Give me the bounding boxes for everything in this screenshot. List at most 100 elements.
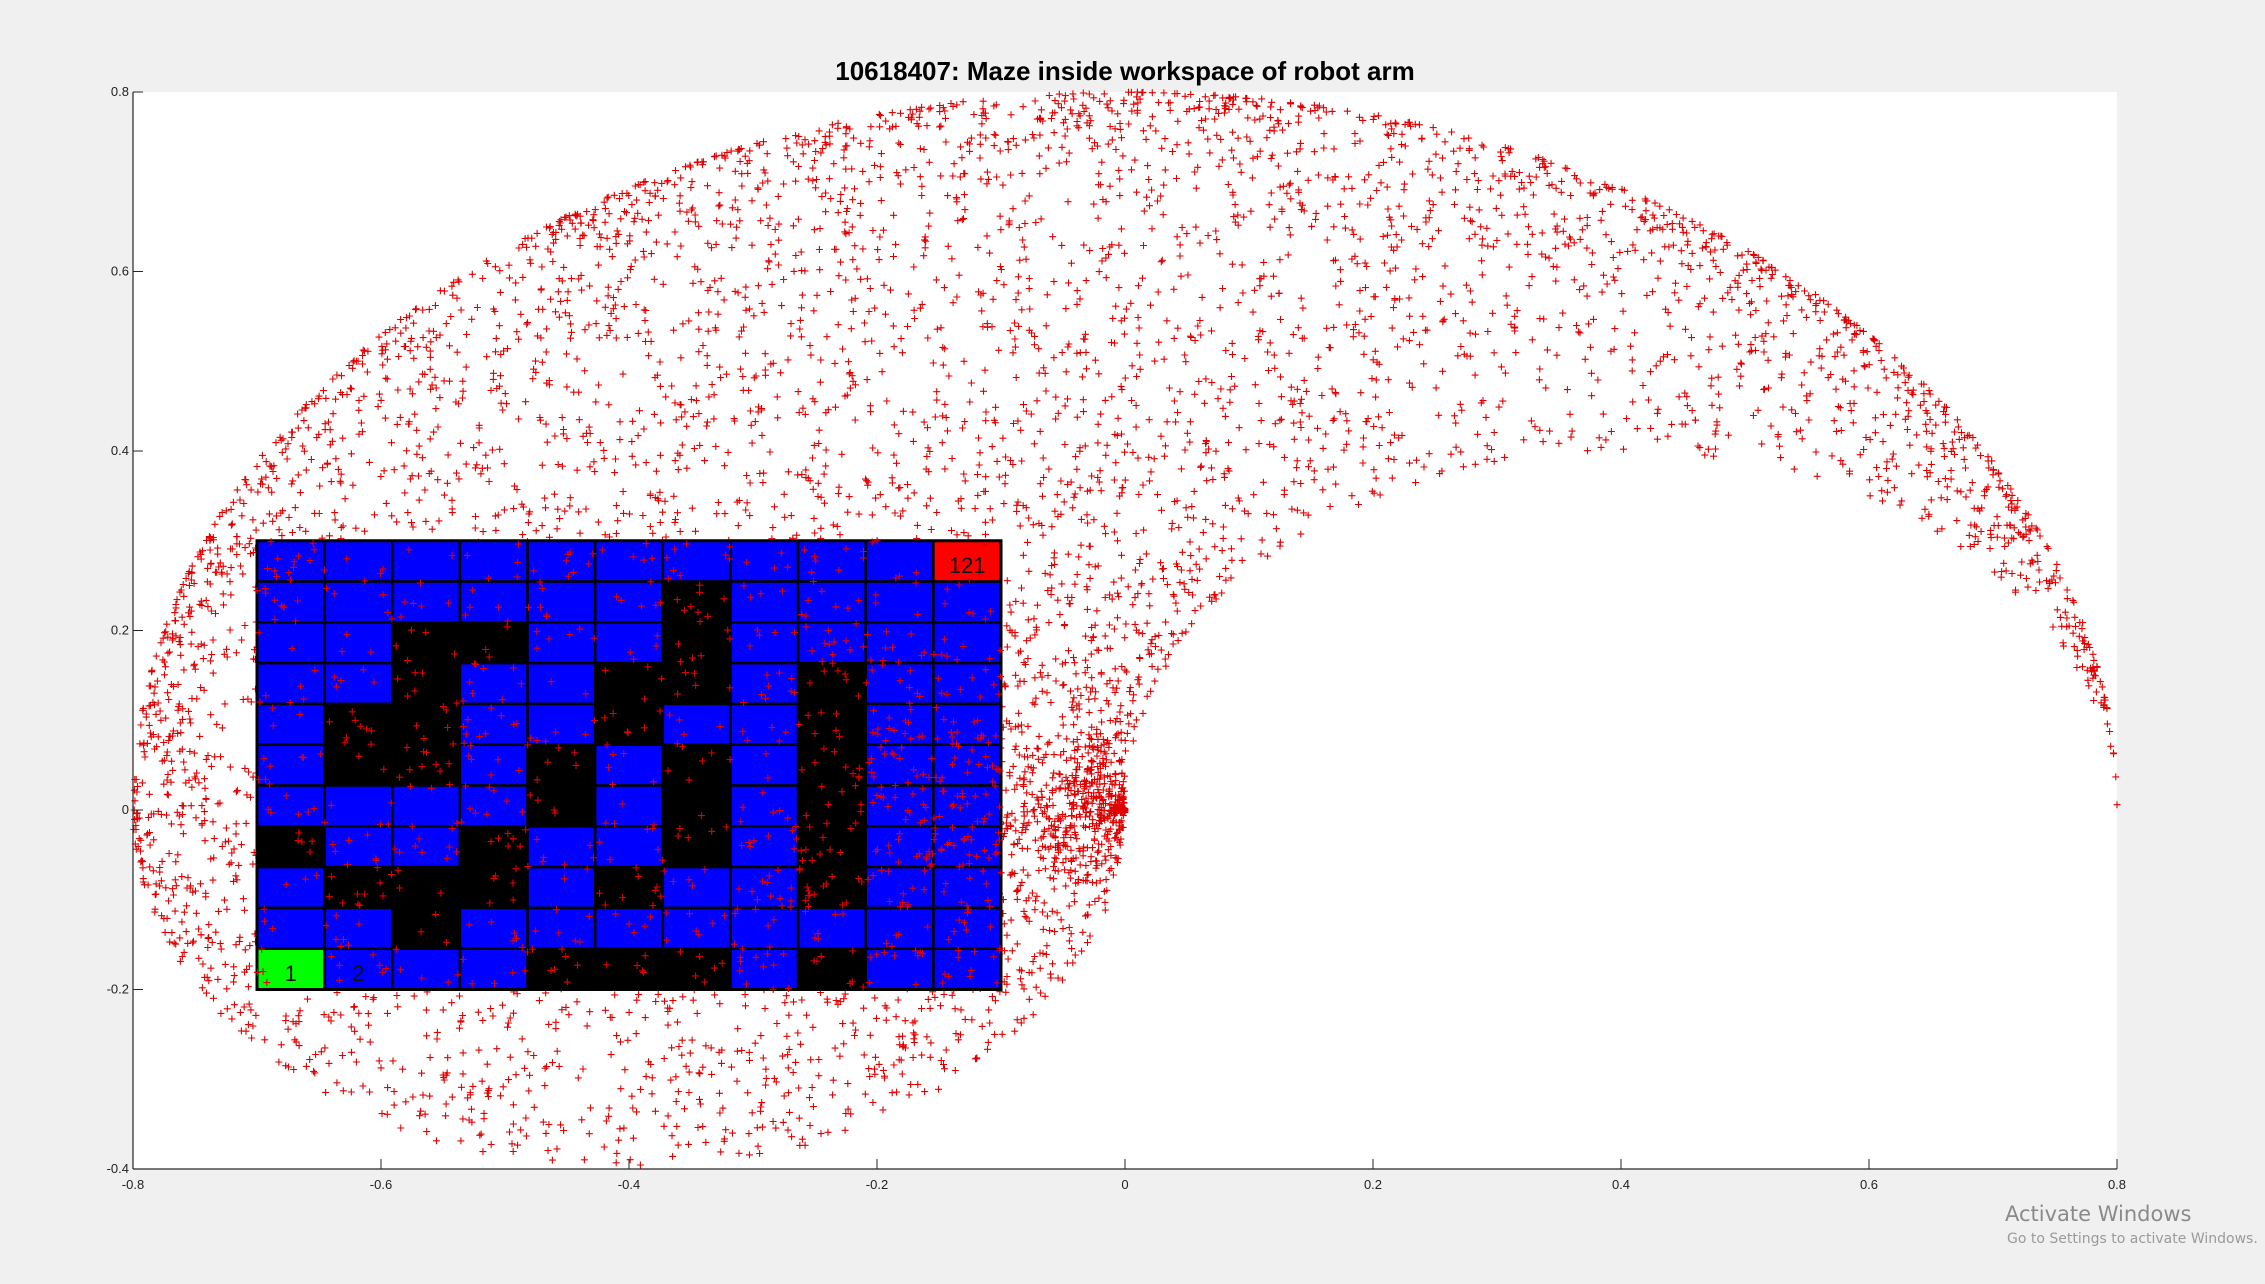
x-tick-label: 0.8 — [2108, 1177, 2126, 1192]
maze-cell — [932, 621, 1003, 665]
maze-cell — [526, 580, 597, 624]
maze-cell — [458, 580, 529, 624]
maze-cell — [526, 702, 597, 746]
y-tick-label: 0 — [122, 802, 129, 817]
maze-cell — [729, 743, 800, 787]
maze-cell — [526, 825, 597, 869]
maze-cell — [796, 702, 867, 746]
maze-cell — [661, 580, 732, 624]
maze-cell — [526, 784, 597, 828]
maze-cell — [526, 621, 597, 665]
x-tick-label: 0.4 — [1612, 1177, 1630, 1192]
maze-cell — [864, 621, 935, 665]
maze-cell — [932, 743, 1003, 787]
maze-cell — [932, 702, 1003, 746]
maze-cell — [323, 580, 394, 624]
maze-cell — [864, 906, 935, 950]
maze-cell — [729, 580, 800, 624]
maze-cell-label: 2 — [352, 961, 364, 986]
maze-cell — [323, 947, 394, 991]
y-tick-label: 0.2 — [111, 623, 129, 638]
maze-cell-label: 1 — [285, 961, 297, 986]
maze-cell — [526, 661, 597, 706]
maze-cell — [932, 580, 1003, 624]
maze-grid — [255, 539, 1003, 991]
maze-cell — [593, 702, 665, 746]
maze-cell — [796, 621, 867, 665]
maze-cell — [864, 743, 935, 787]
maze-cell — [932, 865, 1003, 910]
maze-cell — [323, 621, 394, 665]
maze-cell — [255, 621, 326, 665]
maze-cell — [932, 661, 1003, 706]
maze-cell — [796, 743, 867, 787]
maze-cell — [593, 539, 665, 583]
maze-cell — [458, 906, 529, 950]
maze-cell — [255, 906, 326, 950]
maze-cell — [323, 661, 394, 706]
maze-cell — [661, 784, 732, 828]
maze-cell — [526, 539, 597, 583]
maze-cell — [323, 825, 394, 869]
maze-cell — [255, 825, 326, 869]
maze-cell — [391, 702, 462, 746]
maze-cell — [526, 947, 597, 991]
maze-cell — [661, 865, 732, 910]
maze-cell — [458, 621, 529, 665]
maze-cell-label: 121 — [949, 553, 986, 578]
x-tick-label: 0 — [1121, 1177, 1128, 1192]
maze-cell — [593, 743, 665, 787]
x-tick-label: 0.6 — [1860, 1177, 1878, 1192]
maze-cell — [526, 906, 597, 950]
maze-cell — [391, 947, 462, 991]
maze-cell — [661, 825, 732, 869]
maze-cell — [796, 825, 867, 869]
maze-cell — [255, 702, 326, 746]
x-tick-label: -0.2 — [866, 1177, 888, 1192]
x-tick-label: 0.2 — [1364, 1177, 1382, 1192]
maze-cell — [593, 865, 665, 910]
maze-cell — [864, 947, 935, 991]
workspace-scatter-overlay — [253, 537, 1005, 993]
y-tick-label: 0.8 — [111, 84, 129, 99]
x-tick-label: -0.4 — [618, 1177, 640, 1192]
maze-cell — [729, 906, 800, 950]
maze-cell — [458, 743, 529, 787]
axes: -0.8 -0.6 -0.4 -0.2 0 0.2 0.4 0.6 0.8 -0.4 -0.2 0 0.… — [107, 84, 2126, 1192]
y-tick-label: 0.6 — [111, 264, 129, 279]
maze-cell — [661, 661, 732, 706]
maze-cell — [255, 865, 326, 910]
maze-cell — [593, 825, 665, 869]
maze-cell — [593, 906, 665, 950]
maze-border — [255, 539, 1003, 991]
maze-cell — [729, 621, 800, 665]
maze-cell — [729, 947, 800, 991]
maze-cell — [255, 580, 326, 624]
maze-cell — [661, 947, 732, 991]
maze-cell — [323, 743, 394, 787]
y-tick-label: 0.4 — [111, 443, 129, 458]
maze-cell — [864, 865, 935, 910]
y-tick-label: -0.4 — [107, 1161, 129, 1176]
x-tick-label: -0.8 — [122, 1177, 144, 1192]
maze-cell — [593, 580, 665, 624]
y-tick-label: -0.2 — [107, 982, 129, 997]
maze-cell — [593, 947, 665, 991]
activate-windows-subtitle: Go to Settings to activate Windows. — [2007, 1231, 2258, 1247]
maze-cell — [458, 702, 529, 746]
maze-cell — [796, 947, 867, 991]
maze-cell — [391, 784, 462, 828]
maze-cell — [323, 702, 394, 746]
maze-cell — [458, 865, 529, 910]
maze-cell — [932, 825, 1003, 869]
maze-cell — [323, 539, 394, 583]
maze-cell — [661, 539, 732, 583]
activate-windows-title: Activate Windows — [2005, 1202, 2192, 1226]
maze-cell — [526, 865, 597, 910]
maze-cell — [391, 661, 462, 706]
maze-cell — [661, 621, 732, 665]
maze-cell — [796, 539, 867, 583]
maze-cell — [391, 539, 462, 583]
maze-cell — [661, 743, 732, 787]
